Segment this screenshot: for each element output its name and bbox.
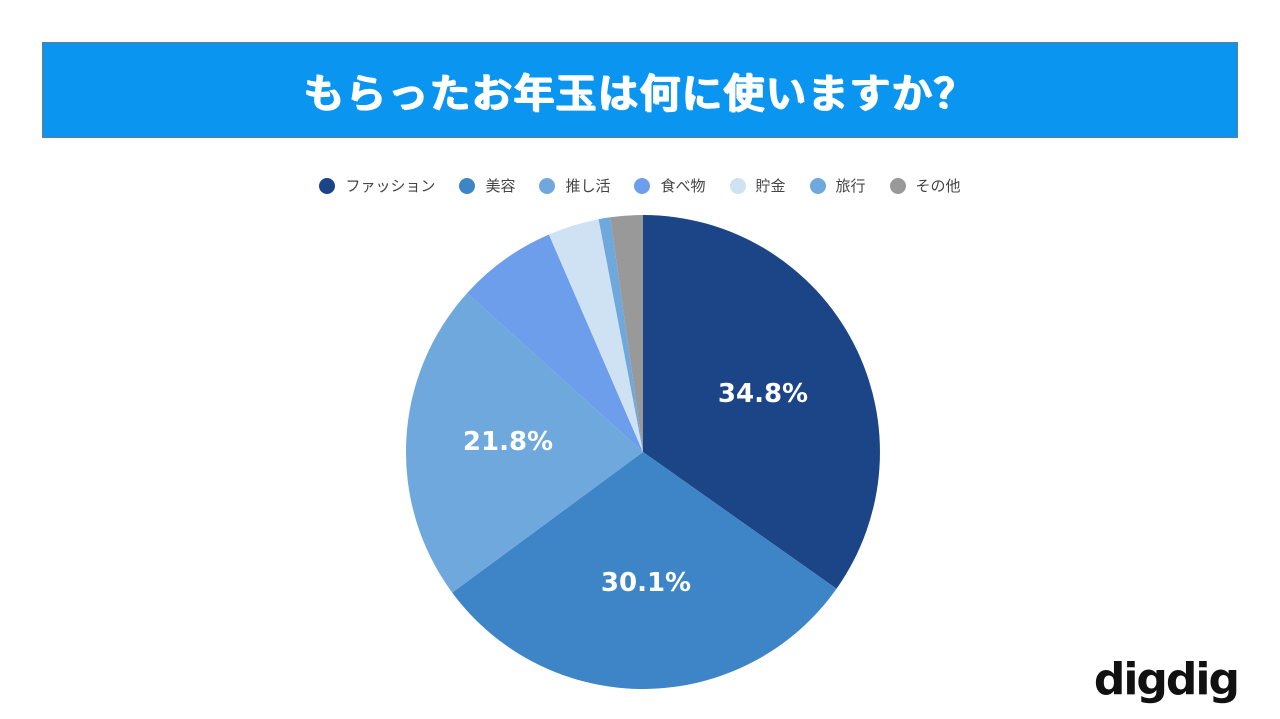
slice-other <box>610 215 643 452</box>
legend-dot-icon <box>889 177 906 194</box>
title-banner: もらったお年玉は何に使いますか？ <box>42 42 1238 138</box>
legend-label: 食べ物 <box>660 177 706 195</box>
legend-item-food: 食べ物 <box>634 175 706 196</box>
slice-travel <box>598 217 643 452</box>
brand-logo: digdig <box>1093 654 1240 705</box>
legend-dot-icon <box>319 177 336 194</box>
legend-label: 推し活 <box>565 177 611 195</box>
legend-item-oshikatsu: 推し活 <box>539 175 610 196</box>
legend-label: 貯金 <box>755 177 786 195</box>
legend-dot-icon <box>634 177 651 194</box>
slice-beauty <box>452 452 837 689</box>
slice-label-oshikatsu: 21.8% <box>463 427 553 457</box>
legend-item-beauty: 美容 <box>459 175 515 196</box>
legend-dot-icon <box>809 177 826 194</box>
legend-item-savings: 貯金 <box>729 175 786 196</box>
legend-dot-icon <box>539 177 556 194</box>
chart-title: もらったお年玉は何に使いますか？ <box>304 71 976 117</box>
legend-dot-icon <box>459 177 476 194</box>
slice-oshikatsu <box>405 293 643 593</box>
legend-item-fashion: ファッション <box>319 175 435 196</box>
chart-legend: ファッション 美容 推し活 食べ物 貯金 旅行 その他 <box>0 175 1280 196</box>
legend-label: その他 <box>915 177 961 195</box>
slice-savings <box>548 219 643 452</box>
slice-label-beauty: 30.1% <box>601 568 691 598</box>
legend-label: 美容 <box>485 177 516 195</box>
legend-dot-icon <box>729 177 746 194</box>
slice-fashion <box>643 215 880 589</box>
slice-food <box>467 234 643 452</box>
legend-item-other: その他 <box>889 175 961 196</box>
legend-item-travel: 旅行 <box>809 175 866 196</box>
legend-label: 旅行 <box>835 177 866 195</box>
slice-label-fashion: 34.8% <box>718 379 808 409</box>
legend-label: ファッション <box>345 177 436 195</box>
